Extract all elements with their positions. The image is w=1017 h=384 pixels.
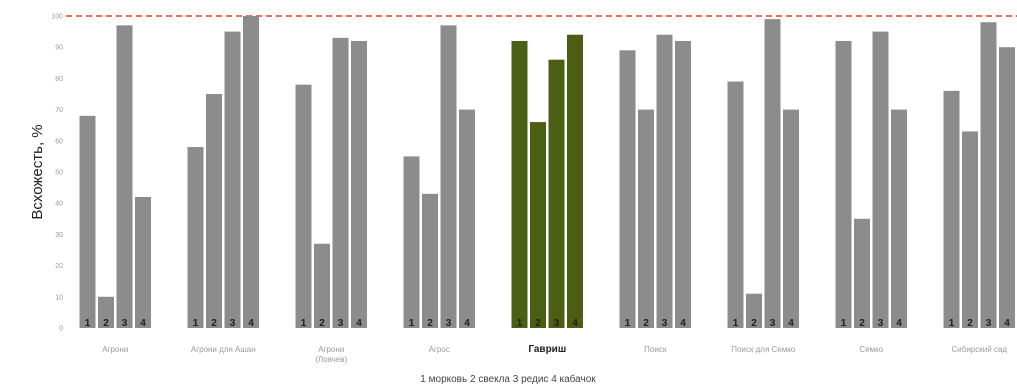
y-tick-label: 20	[55, 263, 63, 270]
y-tick-label: 60	[55, 138, 63, 145]
bar-number-label: 1	[841, 318, 847, 329]
bar-number-label: 3	[878, 318, 884, 329]
y-tick-label: 10	[55, 294, 63, 301]
bar-number-legend: 1 морковь 2 свекла 3 редис 4 кабачок	[420, 373, 596, 384]
bar-number-label: 3	[446, 318, 452, 329]
bar	[872, 31, 889, 328]
bar-number-label: 1	[193, 318, 199, 329]
bar	[638, 109, 654, 328]
bar-number-label: 4	[572, 318, 578, 329]
y-tick-label: 80	[55, 76, 63, 83]
bar	[79, 115, 96, 328]
y-tick-label: 70	[55, 107, 63, 114]
category-label: Поиск для Семко	[731, 345, 796, 354]
bar	[764, 19, 781, 329]
bar-number-label: 4	[140, 318, 146, 329]
bar	[440, 25, 457, 329]
bar-number-label: 3	[770, 318, 776, 329]
bar	[511, 40, 528, 329]
bar	[854, 218, 870, 328]
y-tick-label: 40	[55, 201, 63, 208]
bar-number-label: 1	[733, 318, 739, 329]
bar	[783, 109, 799, 328]
bar	[619, 50, 636, 328]
bar-number-label: 2	[859, 318, 865, 329]
bar	[314, 243, 330, 328]
category-labels: Агрони Агрони для Ашан Агрони(Ловчев)Агрос…	[102, 344, 1007, 364]
bar-number-label: 1	[85, 318, 91, 329]
category-label: (Ловчев)	[315, 355, 347, 364]
y-tick-label: 100	[51, 14, 63, 21]
bar-number-label: 4	[248, 318, 254, 329]
bar-number-label: 3	[338, 318, 344, 329]
category-label: Агрос	[429, 345, 450, 354]
bar-number-label: 2	[751, 318, 757, 329]
bar-number-label: 2	[211, 318, 217, 329]
category-label: Поиск	[644, 345, 667, 354]
bar-number-label: 4	[788, 318, 794, 329]
bar	[295, 84, 312, 328]
bar-number-label: 2	[427, 318, 433, 329]
bar-number-label: 4	[356, 318, 362, 329]
bar	[224, 31, 241, 328]
bar-number-label: 4	[1004, 318, 1010, 329]
bar-number-label: 3	[986, 318, 992, 329]
y-tick-label: 90	[55, 45, 63, 52]
bar	[548, 59, 565, 329]
category-label: Агрони для Ашан	[191, 345, 256, 354]
bar	[243, 16, 259, 328]
bar-number-label: 2	[319, 318, 325, 329]
bar	[98, 296, 114, 328]
bar	[943, 90, 960, 328]
bar	[891, 109, 907, 328]
bar	[656, 34, 673, 328]
category-label: Гавриш	[528, 344, 566, 355]
bar-number-label: 2	[967, 318, 973, 329]
bar-number-label: 3	[662, 318, 668, 329]
bar	[351, 40, 367, 329]
bar	[459, 109, 475, 328]
bar	[206, 94, 222, 328]
bar-number-label: 1	[949, 318, 955, 329]
bar-number-label: 2	[103, 318, 109, 329]
bar	[422, 193, 438, 328]
bar	[403, 156, 420, 328]
bar	[746, 293, 762, 328]
bar-number-label: 1	[625, 318, 631, 329]
bar-number-label: 4	[464, 318, 470, 329]
y-tick-label: 50	[55, 170, 63, 177]
bar-groups: 1 2 3 4 1 2 3 4 1 2 3 4 1 2 3 4 1 2 3 4 1 2 3 4 1 2 3 4 1 2 3 4 1 2 3 4	[79, 16, 1015, 329]
bar-number-label: 2	[535, 318, 541, 329]
bar-number-label: 3	[554, 318, 560, 329]
bar-number-label: 2	[643, 318, 649, 329]
y-axis-label: Всхожесть, %	[29, 124, 46, 219]
bar-number-label: 4	[896, 318, 902, 329]
category-label: Агрони	[102, 345, 128, 354]
bar-number-label: 1	[517, 318, 523, 329]
bar	[187, 147, 204, 328]
bar	[135, 196, 151, 328]
bar	[567, 34, 583, 328]
bar-number-label: 3	[230, 318, 236, 329]
bar	[727, 81, 744, 329]
category-label: Семко	[859, 345, 883, 354]
category-label: Агрони	[318, 345, 344, 354]
bar	[962, 131, 978, 328]
bar-number-label: 3	[122, 318, 128, 329]
y-tick-label: 30	[55, 232, 63, 239]
bar-number-label: 4	[680, 318, 686, 329]
bar-number-label: 1	[301, 318, 307, 329]
y-axis-ticks: 0 10 20 30 40 50 60 70 80 90 100	[51, 14, 63, 333]
bar	[835, 40, 852, 329]
y-tick-label: 0	[59, 326, 63, 333]
bar	[999, 47, 1015, 328]
bar	[116, 25, 133, 329]
category-label: Сибирский сад	[951, 345, 1007, 354]
bar	[332, 37, 349, 329]
bar	[530, 122, 546, 328]
bar	[980, 22, 997, 329]
bar-number-label: 1	[409, 318, 415, 329]
bar	[675, 40, 691, 329]
